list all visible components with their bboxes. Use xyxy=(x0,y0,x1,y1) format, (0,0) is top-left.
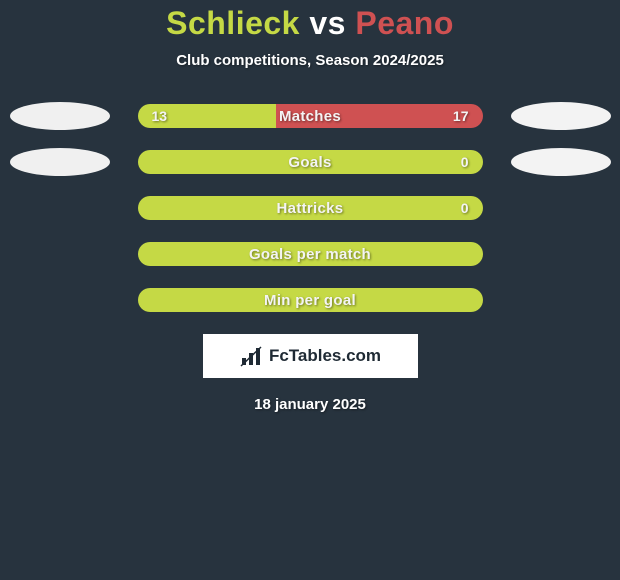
left-ellipse xyxy=(10,194,110,222)
right-ellipse xyxy=(511,194,611,222)
right-ellipse xyxy=(511,240,611,268)
right-ellipse xyxy=(511,148,611,176)
stat-label: Matches xyxy=(138,104,483,128)
right-ellipse xyxy=(511,286,611,314)
stat-label: Goals per match xyxy=(138,242,483,266)
stat-right-value: 0 xyxy=(461,196,469,220)
stat-bar: Matches13 17 xyxy=(138,104,483,128)
stat-label: Goals xyxy=(138,150,483,174)
stat-right-value: 0 xyxy=(461,150,469,174)
stat-row: Min per goal xyxy=(0,288,620,312)
subtitle: Club competitions, Season 2024/2025 xyxy=(0,52,620,69)
stat-row: Hattricks0 xyxy=(0,196,620,220)
stat-row: Goals per match xyxy=(0,242,620,266)
stat-bar: Hattricks0 xyxy=(138,196,483,220)
stat-label: Min per goal xyxy=(138,288,483,312)
infographic-container: Schlieck vs Peano Club competitions, Sea… xyxy=(0,0,620,413)
player-left-name: Schlieck xyxy=(166,5,300,41)
right-ellipse xyxy=(511,102,611,130)
stat-bar: Goals per match xyxy=(138,242,483,266)
date-text: 18 january 2025 xyxy=(0,396,620,413)
stats-rows: Matches1317Goals0Hattricks0Goals per mat… xyxy=(0,104,620,312)
attribution-inner: FcTables.com xyxy=(203,334,418,378)
left-ellipse xyxy=(10,286,110,314)
stat-bar: Min per goal xyxy=(138,288,483,312)
stat-bar: Goals0 xyxy=(138,150,483,174)
attribution-box: FcTables.com xyxy=(0,334,620,378)
vs-text: vs xyxy=(309,5,346,41)
attribution-text: FcTables.com xyxy=(269,346,381,366)
left-ellipse xyxy=(10,102,110,130)
stat-left-value: 13 xyxy=(152,104,168,128)
page-title: Schlieck vs Peano xyxy=(0,5,620,42)
bar-chart-icon xyxy=(239,344,263,368)
player-right-name: Peano xyxy=(355,5,454,41)
left-ellipse xyxy=(10,148,110,176)
stat-row: Goals0 xyxy=(0,150,620,174)
left-ellipse xyxy=(10,240,110,268)
stat-row: Matches13 17 xyxy=(0,104,620,128)
stat-right-value: 17 xyxy=(453,104,469,128)
stat-label: Hattricks xyxy=(138,196,483,220)
